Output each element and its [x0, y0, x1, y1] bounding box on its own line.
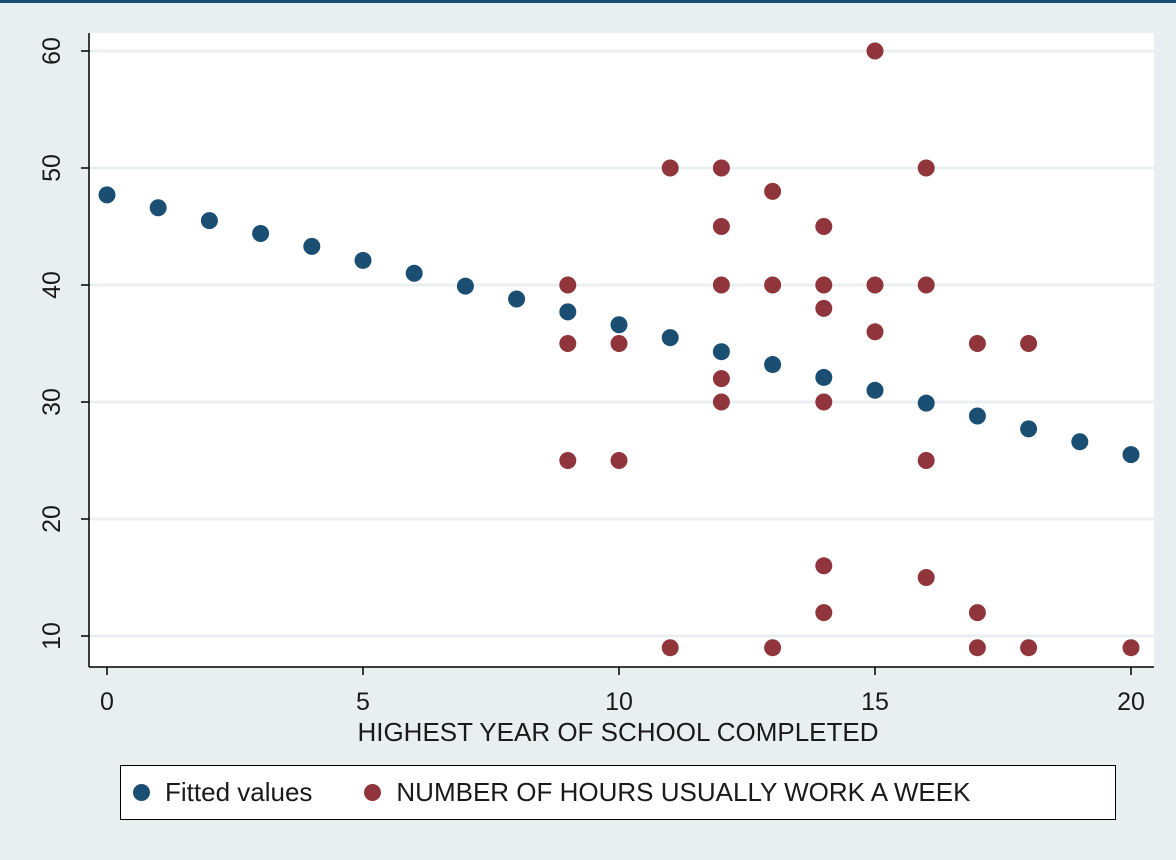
y-tick-label-2: 30: [38, 388, 66, 416]
point-hours-27: [917, 569, 935, 586]
point-fitted-17: [968, 407, 986, 425]
point-fitted-11: [661, 329, 679, 347]
data-points: [98, 42, 1140, 657]
point-hours-31: [1020, 335, 1038, 352]
x-tick-label-2: 10: [605, 688, 633, 716]
point-fitted-6: [405, 264, 423, 282]
y-tick-label-1: 20: [38, 505, 66, 533]
legend-label-fitted: Fitted values: [165, 777, 313, 807]
point-hours-11: [712, 393, 730, 411]
point-hours-3: [610, 335, 628, 352]
x-tick-label-3: 15: [861, 688, 889, 716]
x-tick-label-0: 0: [100, 688, 114, 716]
point-hours-6: [661, 639, 679, 657]
point-hours-9: [712, 276, 730, 294]
axes: [88, 33, 1154, 668]
point-hours-14: [764, 639, 782, 657]
point-hours-2: [559, 452, 577, 469]
point-fitted-10: [610, 316, 628, 334]
point-hours-0: [559, 276, 577, 294]
point-hours-23: [866, 323, 884, 341]
point-hours-16: [815, 276, 833, 294]
legend-item-fitted: Fitted values: [133, 777, 312, 808]
point-fitted-18: [1020, 420, 1038, 438]
point-fitted-15: [866, 381, 884, 399]
point-hours-22: [866, 276, 884, 294]
point-hours-24: [917, 159, 935, 177]
point-hours-15: [815, 218, 833, 235]
x-tick-label-4: 20: [1117, 688, 1145, 716]
y-axis-ticks: 10 20 30 40 50 60: [38, 37, 89, 650]
point-hours-29: [968, 604, 986, 622]
point-hours-18: [815, 393, 833, 411]
y-tick-label-5: 60: [38, 37, 66, 65]
point-hours-12: [764, 182, 782, 200]
point-hours-8: [712, 218, 730, 235]
point-fitted-1: [149, 199, 167, 217]
point-fitted-13: [764, 356, 782, 374]
point-fitted-7: [456, 277, 474, 295]
point-hours-26: [917, 452, 935, 469]
point-hours-4: [610, 452, 628, 469]
legend-item-hours: NUMBER OF HOURS USUALLY WORK A WEEK: [364, 777, 970, 808]
gridlines: [89, 49, 1154, 638]
point-hours-32: [1020, 639, 1038, 657]
point-hours-5: [661, 159, 679, 177]
point-hours-19: [815, 557, 833, 575]
point-hours-21: [866, 42, 884, 60]
x-axis-ticks: 0 5 10 15 20: [100, 667, 1145, 716]
point-fitted-5: [354, 251, 372, 269]
point-hours-10: [712, 370, 730, 388]
point-fitted-12: [712, 343, 730, 361]
y-tick-label-0: 10: [38, 622, 66, 650]
point-fitted-2: [200, 212, 218, 230]
point-hours-7: [712, 159, 730, 177]
point-fitted-0: [98, 186, 116, 204]
legend: Fitted values NUMBER OF HOURS USUALLY WO…: [120, 765, 1116, 820]
point-hours-25: [917, 276, 935, 294]
legend-marker-fitted: [133, 784, 150, 801]
point-hours-30: [968, 639, 986, 657]
point-fitted-4: [303, 237, 321, 255]
point-hours-20: [815, 604, 833, 622]
x-axis-title: HIGHEST YEAR OF SCHOOL COMPLETED: [357, 717, 878, 747]
point-fitted-9: [559, 303, 577, 321]
top-rule: [0, 0, 1176, 3]
point-hours-17: [815, 299, 833, 317]
legend-marker-hours: [364, 784, 382, 801]
point-fitted-3: [252, 225, 270, 243]
point-fitted-8: [508, 290, 526, 308]
y-tick-label-4: 50: [38, 154, 66, 182]
point-hours-28: [968, 335, 986, 352]
point-hours-13: [764, 276, 782, 294]
point-hours-33: [1122, 639, 1140, 657]
y-tick-label-3: 40: [38, 271, 66, 299]
x-tick-label-1: 5: [356, 688, 370, 716]
legend-label-hours: NUMBER OF HOURS USUALLY WORK A WEEK: [396, 777, 971, 807]
point-fitted-19: [1071, 433, 1089, 451]
point-fitted-14: [815, 368, 833, 386]
point-fitted-16: [917, 394, 935, 412]
point-fitted-20: [1122, 446, 1140, 464]
point-hours-1: [559, 335, 577, 352]
